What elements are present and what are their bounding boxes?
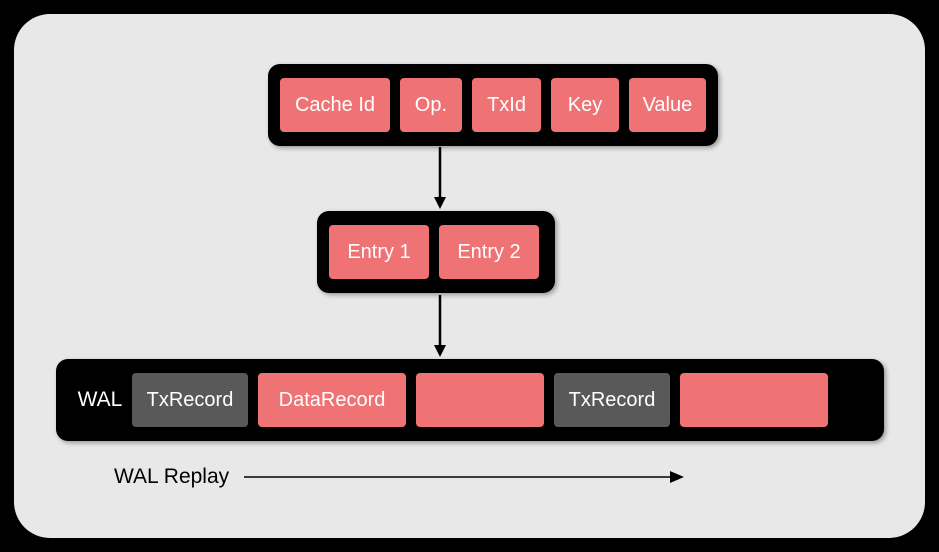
cell-label: TxRecord xyxy=(147,389,234,412)
wal-txrecord-2: TxRecord xyxy=(554,373,670,427)
field-op: Op. xyxy=(400,78,462,132)
arrow-top-to-mid xyxy=(432,147,452,211)
field-key: Key xyxy=(551,78,619,132)
wal-box: WAL TxRecord DataRecord TxRecord xyxy=(56,359,884,441)
entry-1: Entry 1 xyxy=(329,225,429,279)
cell-label: TxRecord xyxy=(569,389,656,412)
field-label: Key xyxy=(568,94,602,117)
wal-replay-label: WAL Replay xyxy=(114,465,229,489)
entries-box: Entry 1 Entry 2 xyxy=(317,211,555,293)
wal-replay-arrow xyxy=(244,470,688,486)
field-label: Op. xyxy=(415,94,447,117)
cell-label: DataRecord xyxy=(279,389,386,412)
wal-replay-text: WAL Replay xyxy=(114,465,229,488)
record-fields-box: Cache Id Op. TxId Key Value xyxy=(268,64,718,146)
arrow-mid-to-wal xyxy=(432,295,452,359)
wal-blank-2 xyxy=(680,373,828,427)
field-label: TxId xyxy=(487,94,526,117)
wal-txrecord-1: TxRecord xyxy=(132,373,248,427)
wal-label-text: WAL xyxy=(78,388,123,412)
entry-2: Entry 2 xyxy=(439,225,539,279)
field-txid: TxId xyxy=(472,78,541,132)
wal-blank-1 xyxy=(416,373,544,427)
field-label: Value xyxy=(643,94,693,117)
wal-label: WAL xyxy=(68,388,132,412)
diagram-panel: Cache Id Op. TxId Key Value Entry 1 Entr… xyxy=(14,14,925,538)
field-value: Value xyxy=(629,78,706,132)
entry-label: Entry 2 xyxy=(457,241,520,264)
field-label: Cache Id xyxy=(295,94,375,117)
field-cache-id: Cache Id xyxy=(280,78,390,132)
entry-label: Entry 1 xyxy=(347,241,410,264)
wal-datarecord: DataRecord xyxy=(258,373,406,427)
